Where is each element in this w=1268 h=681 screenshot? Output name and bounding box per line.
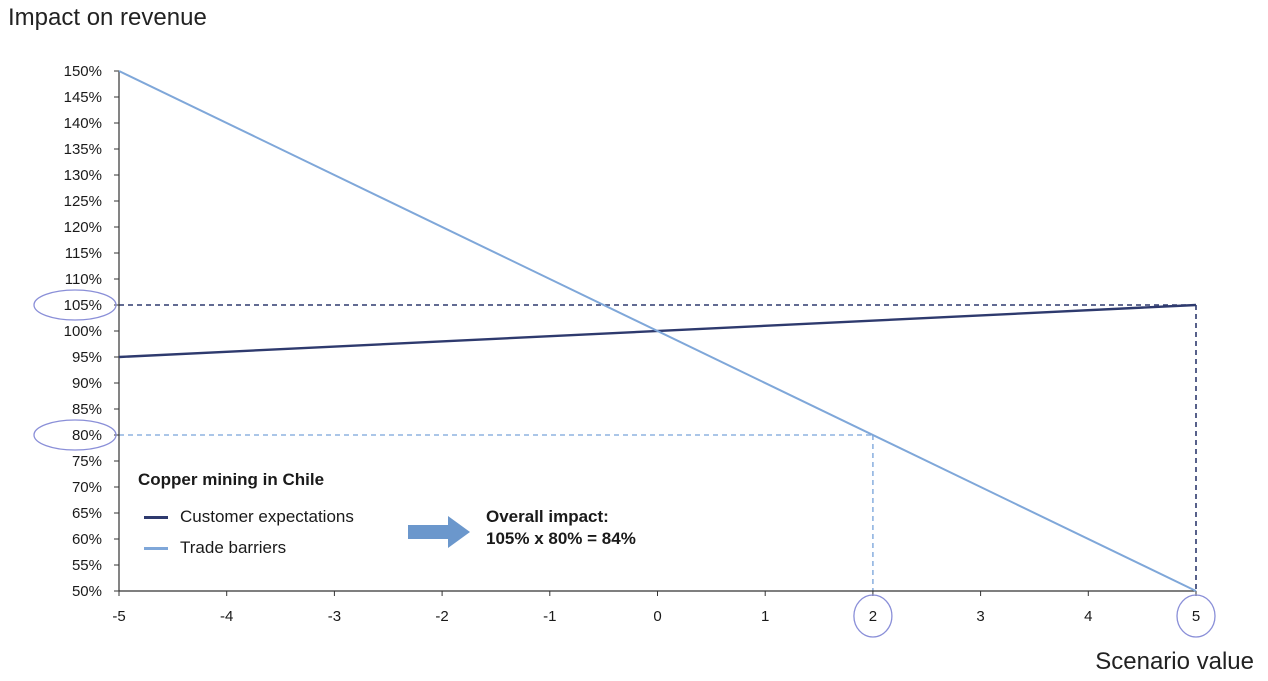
- y-tick-label: 80%: [72, 427, 102, 444]
- highlight-circles: [33, 289, 1216, 638]
- y-tick-label: 110%: [65, 271, 102, 288]
- y-tick-label: 135%: [64, 141, 102, 158]
- y-tick-label: 90%: [72, 375, 102, 392]
- legend-label: Customer expectations: [180, 507, 354, 526]
- y-tick-label: 85%: [72, 401, 102, 418]
- y-tick-label: 75%: [72, 453, 102, 470]
- guide-lines: [119, 304, 1197, 591]
- right-arrow-icon: [408, 516, 470, 548]
- x-tick-label: 4: [1084, 608, 1092, 625]
- y-tick-highlight-circle: [33, 289, 117, 321]
- y-tick-label: 130%: [64, 167, 102, 184]
- y-axis-label: Impact on revenue: [8, 4, 207, 31]
- x-tick-label: 1: [761, 608, 769, 625]
- legend-item-trade-barriers: Trade barriers: [144, 538, 286, 558]
- y-tick-label: 50%: [72, 583, 102, 600]
- y-tick-label: 105%: [64, 297, 102, 314]
- y-tick-label: 60%: [72, 531, 102, 548]
- y-tick-label: 95%: [72, 349, 102, 366]
- x-tick-label: 2: [869, 608, 877, 625]
- overall-impact-annotation: Overall impact: 105% x 80% = 84%: [486, 506, 636, 550]
- y-tick-label: 55%: [72, 557, 102, 574]
- series-line-trade-barriers: [118, 70, 1197, 592]
- y-tick-label: 115%: [65, 245, 102, 262]
- tick-labels: 150%145%140%135%130%125%120%115%110%105%…: [64, 63, 1201, 625]
- x-tick-label: 0: [653, 608, 661, 625]
- y-tick-label: 145%: [64, 89, 102, 106]
- legend-title: Copper mining in Chile: [138, 470, 325, 489]
- x-tick-label: 5: [1192, 608, 1200, 625]
- x-tick-label: 3: [976, 608, 984, 625]
- y-tick-label: 150%: [64, 63, 102, 80]
- overall-impact-formula: 105% x 80% = 84%: [486, 529, 636, 548]
- legend-swatch-customer-expectations: [144, 515, 168, 519]
- x-tick-label: -3: [328, 608, 341, 625]
- y-tick-highlight-circle: [33, 419, 117, 451]
- y-tick-label: 65%: [72, 505, 102, 522]
- x-tick-highlight-circle: [853, 594, 893, 638]
- x-tick-label: -1: [543, 608, 556, 625]
- legend-label: Trade barriers: [180, 538, 287, 557]
- y-tick-label: 125%: [64, 193, 102, 210]
- y-tick-label: 100%: [64, 323, 102, 340]
- legend-item-customer-expectations: Customer expectations: [144, 507, 354, 527]
- y-tick-label: 70%: [72, 479, 102, 496]
- legend-swatch-trade-barriers: [144, 546, 168, 550]
- overall-impact-title: Overall impact:: [486, 507, 609, 526]
- y-tick-label: 120%: [64, 219, 102, 236]
- x-axis-label: Scenario value: [1095, 648, 1254, 675]
- x-tick-label: -5: [112, 608, 125, 625]
- series-lines: [118, 70, 1197, 592]
- y-tick-label: 140%: [64, 115, 102, 132]
- x-tick-highlight-circle: [1176, 594, 1216, 638]
- x-tick-label: -4: [220, 608, 233, 625]
- x-tick-label: -2: [435, 608, 448, 625]
